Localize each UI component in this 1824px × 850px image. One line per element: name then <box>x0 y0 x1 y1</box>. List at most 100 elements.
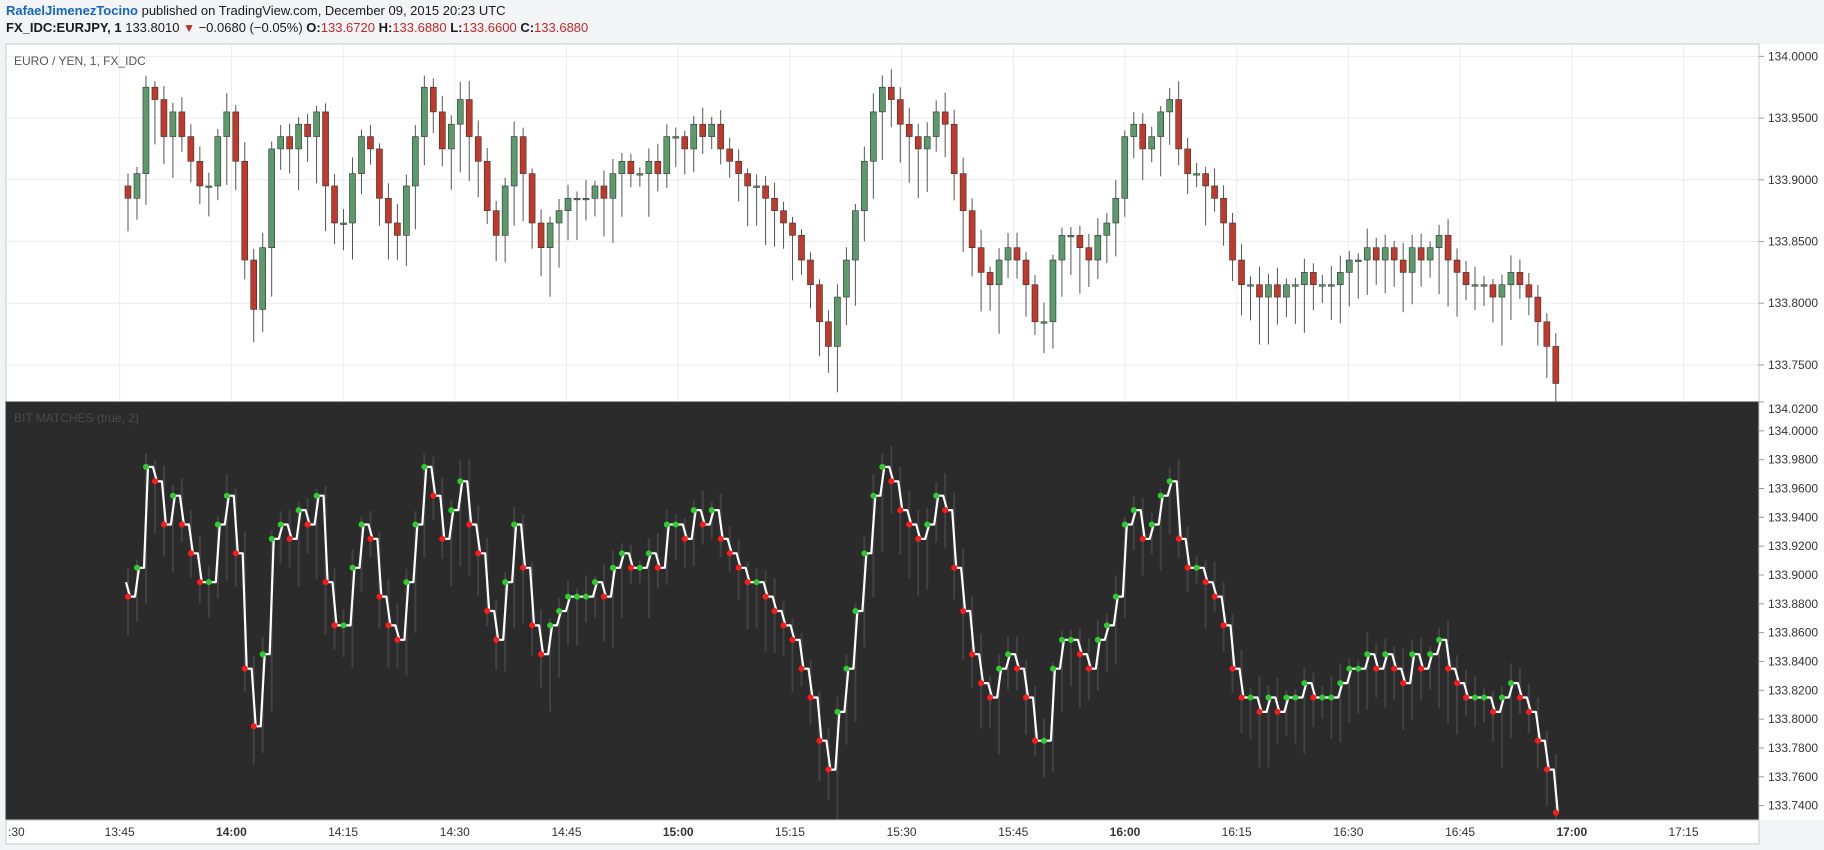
down-dot <box>430 492 437 499</box>
candle-body <box>1301 272 1308 286</box>
down-dot <box>699 521 706 528</box>
candle-body <box>456 99 464 125</box>
candle-body <box>1166 99 1173 113</box>
candle-body <box>564 198 572 211</box>
indicator-tick-label-7: 133.8800 <box>1768 597 1818 611</box>
candle-body <box>1292 284 1299 287</box>
candle-body <box>1067 235 1075 238</box>
down-dot <box>1310 694 1317 701</box>
down-dot <box>439 535 446 542</box>
candle-body <box>1103 222 1111 236</box>
candle-body <box>1507 272 1515 286</box>
down-dot <box>600 593 607 600</box>
up-dot <box>1247 694 1254 701</box>
down-dot <box>1463 694 1470 701</box>
candle-body <box>1471 284 1479 287</box>
up-dot <box>1130 507 1137 514</box>
down-dot <box>1031 737 1038 744</box>
candle-body <box>492 210 500 236</box>
up-dot <box>672 521 679 528</box>
candle-body <box>1139 123 1147 150</box>
down-dot <box>780 622 787 629</box>
down-dot <box>367 535 374 542</box>
price-axis[interactable] <box>1759 44 1824 820</box>
down-dot <box>1220 622 1227 629</box>
time-tick-label-4: 14:30 <box>440 825 470 839</box>
candle-body <box>510 136 518 187</box>
up-dot <box>879 463 886 470</box>
down-dot <box>125 593 131 600</box>
time-axis[interactable] <box>5 819 1760 845</box>
up-dot <box>1480 694 1487 701</box>
time-axis-ticks: :30 13:45 14:00 14:15 14:30 14:45 15:00 15:15 15… <box>8 825 1699 839</box>
candle-body <box>1130 123 1138 137</box>
candle-body <box>1516 272 1524 286</box>
candle-body <box>600 185 608 199</box>
down-dot <box>726 550 733 557</box>
up-dot <box>1193 564 1200 571</box>
candle-body <box>546 222 554 248</box>
candle-body <box>1462 272 1470 286</box>
down-dot <box>627 564 634 571</box>
up-dot <box>349 564 356 571</box>
candle-body <box>1049 259 1057 323</box>
candle-body <box>223 111 231 137</box>
down-dot <box>385 622 392 629</box>
down-dot <box>987 694 994 701</box>
candle-body <box>1211 185 1218 199</box>
time-tick-label-5: 14:45 <box>551 825 581 839</box>
candle-body <box>986 272 994 286</box>
candle-body <box>1274 284 1281 298</box>
indicator-tick-label-11: 133.8000 <box>1768 712 1818 726</box>
candle-body <box>358 136 365 174</box>
up-dot <box>591 579 598 586</box>
candle-body <box>1381 247 1389 261</box>
candle-body <box>780 210 787 224</box>
candle-body <box>403 185 410 236</box>
down-dot <box>1543 766 1550 773</box>
indicator-axis-ticks: 134.0200 134.0000 133.9800 133.9600 133.9400… <box>1759 401 1818 813</box>
candle-body <box>887 86 895 100</box>
candle-body <box>708 123 716 137</box>
up-dot <box>690 507 697 514</box>
down-dot <box>1229 665 1236 672</box>
candle-body <box>1040 321 1048 324</box>
down-dot <box>1534 737 1541 744</box>
down-dot <box>789 636 796 643</box>
candle-body <box>1283 284 1290 298</box>
time-tick-label-1: 13:45 <box>105 825 135 839</box>
candle-body <box>1193 173 1200 176</box>
indicator-tick-label-6: 133.9000 <box>1768 568 1818 582</box>
close-value: 133.6880 <box>534 20 589 35</box>
indicator-tick-label-4: 133.9400 <box>1768 510 1818 524</box>
down-dot <box>1516 694 1523 701</box>
up-dot <box>142 463 149 470</box>
down-dot <box>951 564 958 571</box>
time-tick-label-7: 15:15 <box>775 825 805 839</box>
down-dot <box>1373 665 1380 672</box>
down-dot <box>1076 651 1083 658</box>
candle-body <box>1256 284 1263 298</box>
up-dot <box>403 579 410 586</box>
up-dot <box>1157 492 1164 499</box>
candle-body <box>142 86 150 174</box>
down-dot <box>1489 708 1496 715</box>
author-name[interactable]: RafaelJimenezTocino <box>6 3 138 18</box>
down-dot <box>1023 694 1029 701</box>
down-dot <box>825 766 832 773</box>
candle-body <box>1534 296 1542 323</box>
candle-body <box>870 111 877 162</box>
down-dot <box>978 680 985 687</box>
down-dot <box>529 622 536 629</box>
time-tick-label-3: 14:15 <box>328 825 358 839</box>
candle-body <box>1013 247 1021 261</box>
indicator-tick-label-13: 133.7600 <box>1768 770 1818 784</box>
up-dot <box>1328 694 1335 701</box>
candle-body <box>205 185 213 188</box>
candle-body <box>295 123 302 150</box>
down-dot <box>681 535 688 542</box>
candle-body <box>591 185 599 199</box>
candle-body <box>1399 259 1407 273</box>
candle-body <box>474 136 482 162</box>
